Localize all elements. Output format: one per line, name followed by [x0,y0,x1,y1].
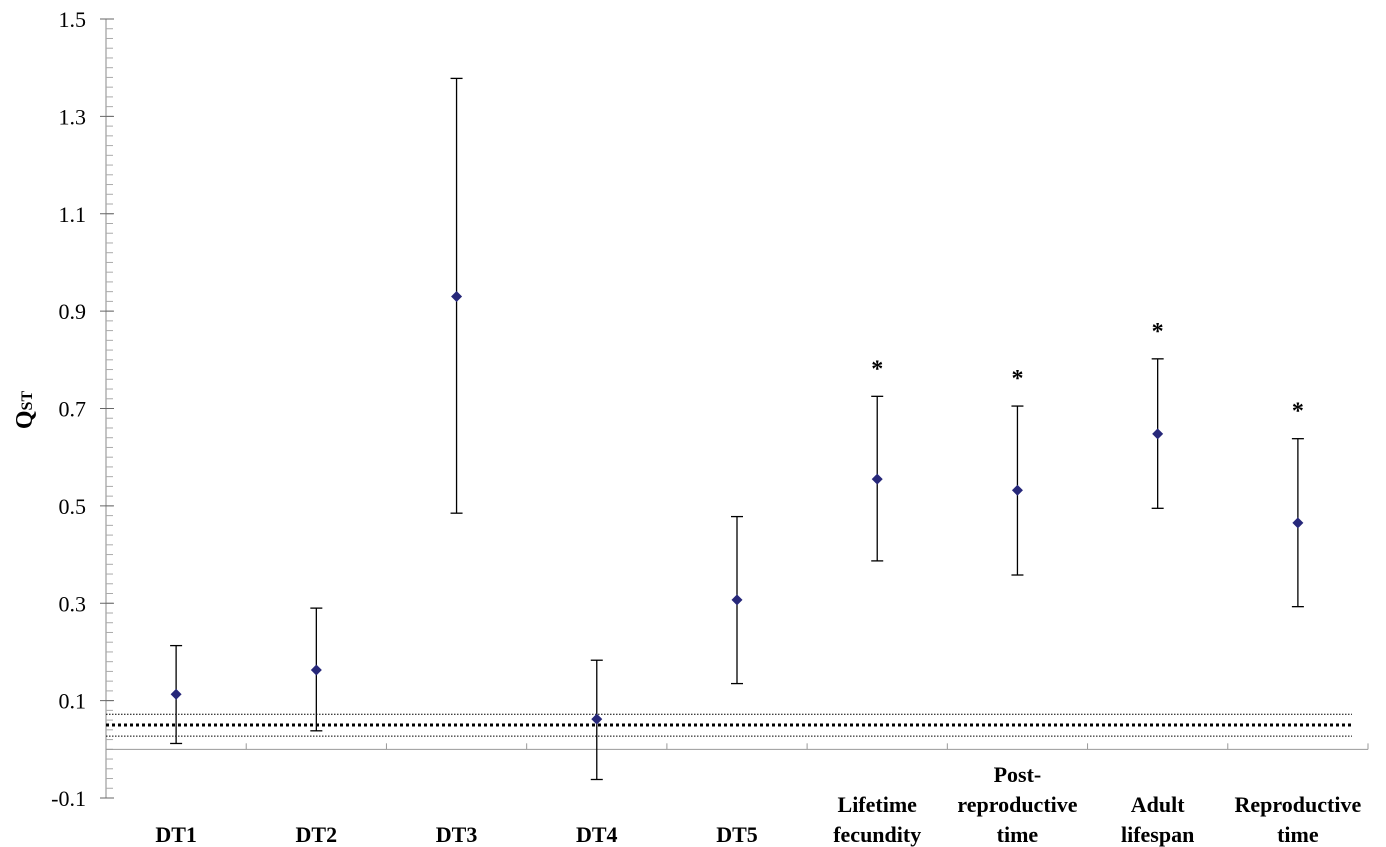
category-label: time [997,822,1039,847]
category-label: fecundity [833,822,921,847]
axes: 1.5 1.3 1.1 0.9 0.7 0.5 0.3 0.1 -0.1 [51,7,1369,811]
category-label: reproductive [957,792,1077,817]
data-point [170,688,182,700]
category-labels: DT1 DT2 DT3 DT4 DT5 Lifetime fecundity Post-rep… [155,762,1361,847]
reference-lines [106,713,1352,737]
significance-star: * [1152,319,1164,345]
y-tick-label: 0.1 [59,689,87,714]
y-tick-label: 0.5 [59,494,87,519]
y-tick-label: 0.9 [59,299,87,324]
significance-star: * [1292,399,1304,425]
data-point [731,594,743,606]
significance-star: * [1011,366,1023,392]
category-label: Lifetime [838,792,918,817]
category-label: Post- [994,762,1042,787]
category-label: DT3 [436,822,478,847]
data-point [1011,484,1023,496]
y-tick-label: 1.1 [59,202,87,227]
category-label: DT1 [155,822,197,847]
data-point [591,713,603,725]
data-point [451,291,463,303]
data-point [1152,428,1164,440]
data-point [1292,517,1304,529]
data-marks: * * * * [170,77,1304,781]
category-label: lifespan [1121,822,1194,847]
data-point [310,664,322,676]
data-point [871,473,883,485]
y-tick-label: 1.5 [59,7,87,32]
y-tick-label: 0.3 [59,591,87,616]
category-label: DT4 [576,822,618,847]
category-label: Reproductive [1235,792,1362,817]
y-axis-label-main: Q [12,410,38,429]
category-label: time [1277,822,1319,847]
y-tick-label: 1.3 [59,104,87,129]
y-axis-label: QST [12,391,38,430]
category-label: Adult [1131,792,1185,817]
significance-star: * [871,356,883,382]
category-label: DT5 [716,822,758,847]
y-tick-label: 0.7 [59,397,87,422]
y-axis-label-subscript: ST [19,391,36,411]
y-tick-label: -0.1 [51,786,86,811]
category-label: DT2 [296,822,338,847]
